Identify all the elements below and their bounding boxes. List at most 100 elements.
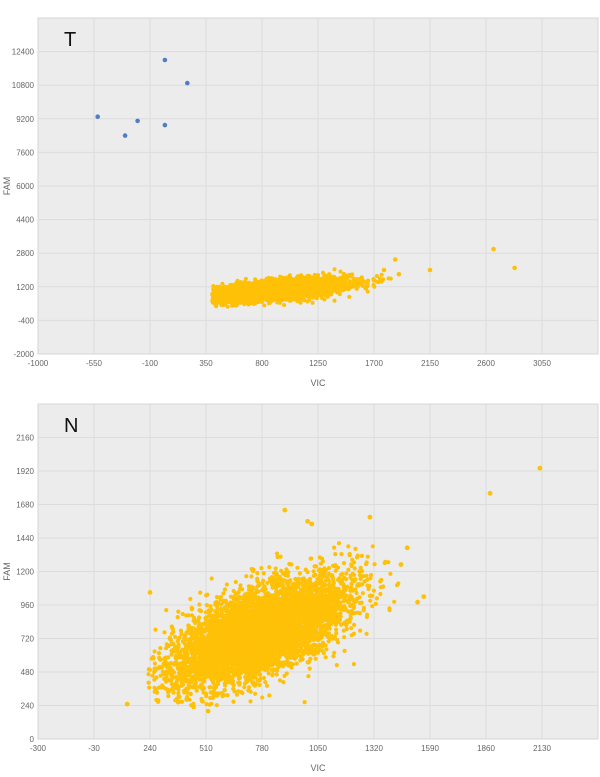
y-tick-label: 1440 <box>16 534 34 543</box>
data-point <box>262 303 267 308</box>
data-point <box>337 276 342 281</box>
x-tick-label: 2150 <box>421 359 439 368</box>
data-point <box>332 267 337 272</box>
data-point <box>261 287 266 292</box>
data-point <box>231 286 236 291</box>
data-point <box>353 546 358 551</box>
data-point <box>224 582 229 587</box>
series-group <box>124 465 543 714</box>
data-point <box>292 291 297 296</box>
data-point <box>336 283 341 288</box>
x-tick-label: 1050 <box>309 744 327 753</box>
data-point <box>302 281 307 286</box>
data-point <box>366 279 371 283</box>
data-point <box>321 281 326 286</box>
data-point <box>346 544 351 549</box>
data-point <box>234 692 239 697</box>
data-point <box>253 278 258 283</box>
data-point <box>274 280 279 285</box>
data-point <box>277 279 282 284</box>
data-point <box>374 274 379 278</box>
x-tick-label: 800 <box>255 359 269 368</box>
data-point <box>180 611 185 617</box>
data-point <box>264 296 269 301</box>
y-tick-label: -400 <box>18 316 35 325</box>
series-group <box>95 57 190 138</box>
data-point <box>275 296 280 301</box>
data-point <box>214 291 219 296</box>
data-point <box>233 292 238 297</box>
data-point <box>230 282 234 287</box>
data-point <box>236 292 241 296</box>
data-point <box>296 282 301 287</box>
x-tick-label: 1250 <box>309 359 327 368</box>
data-point <box>491 246 496 252</box>
data-point <box>211 300 216 305</box>
data-point <box>310 300 315 305</box>
data-point <box>321 270 325 275</box>
data-point <box>162 122 168 128</box>
data-point <box>280 283 285 288</box>
data-point <box>264 683 270 688</box>
data-point <box>156 651 162 656</box>
y-tick-label: 240 <box>21 702 35 711</box>
data-point <box>319 287 324 292</box>
data-point <box>300 297 305 302</box>
data-point <box>239 300 244 305</box>
data-point <box>344 275 349 280</box>
data-point <box>314 296 319 301</box>
data-point <box>236 287 241 292</box>
data-point <box>303 290 308 295</box>
y-tick-label: 9200 <box>16 115 34 124</box>
data-point <box>337 280 342 285</box>
series-group <box>210 246 517 309</box>
data-point <box>345 282 350 287</box>
data-point <box>335 289 339 294</box>
data-point <box>327 282 332 287</box>
data-point <box>372 284 377 289</box>
data-point <box>146 672 151 677</box>
data-point <box>358 576 363 581</box>
data-point <box>254 297 259 302</box>
data-point <box>295 299 300 304</box>
data-point <box>388 276 393 281</box>
scatter-panel-n: -300 -30 240 510 780 1050 1320 1590 1860 2130 0 240… <box>0 400 600 777</box>
data-point <box>330 285 335 290</box>
data-point <box>257 295 262 300</box>
x-tick-label: 1700 <box>365 359 383 368</box>
data-point <box>309 290 314 295</box>
data-point <box>278 554 283 559</box>
data-point <box>318 282 323 287</box>
x-tick-label: -300 <box>30 744 47 753</box>
data-point <box>365 289 370 294</box>
data-point <box>152 649 157 654</box>
data-point <box>371 278 377 283</box>
data-point <box>214 304 219 309</box>
data-point <box>355 282 360 287</box>
data-point <box>342 635 347 640</box>
y-tick-label: 1920 <box>16 467 34 476</box>
y-tick-label: 7600 <box>16 148 34 157</box>
data-point <box>290 293 294 298</box>
data-point <box>296 285 301 290</box>
data-point <box>243 286 248 291</box>
data-point <box>214 287 219 292</box>
x-tick-label: 2600 <box>477 359 495 368</box>
y-tick-label: 1200 <box>16 283 34 292</box>
data-point <box>235 301 240 306</box>
data-point <box>250 282 255 287</box>
data-point <box>162 57 168 63</box>
data-point <box>238 284 243 289</box>
y-tick-label: 6000 <box>16 182 34 191</box>
data-point <box>368 573 374 578</box>
x-tick-label: 1860 <box>477 744 495 753</box>
data-point <box>347 279 352 284</box>
data-point <box>297 571 302 576</box>
data-point <box>249 574 254 579</box>
panel-label: N <box>64 415 78 437</box>
data-point <box>290 282 295 287</box>
data-point <box>329 276 334 281</box>
x-tick-label: 350 <box>199 359 213 368</box>
data-point <box>242 300 247 305</box>
data-point <box>214 703 219 708</box>
